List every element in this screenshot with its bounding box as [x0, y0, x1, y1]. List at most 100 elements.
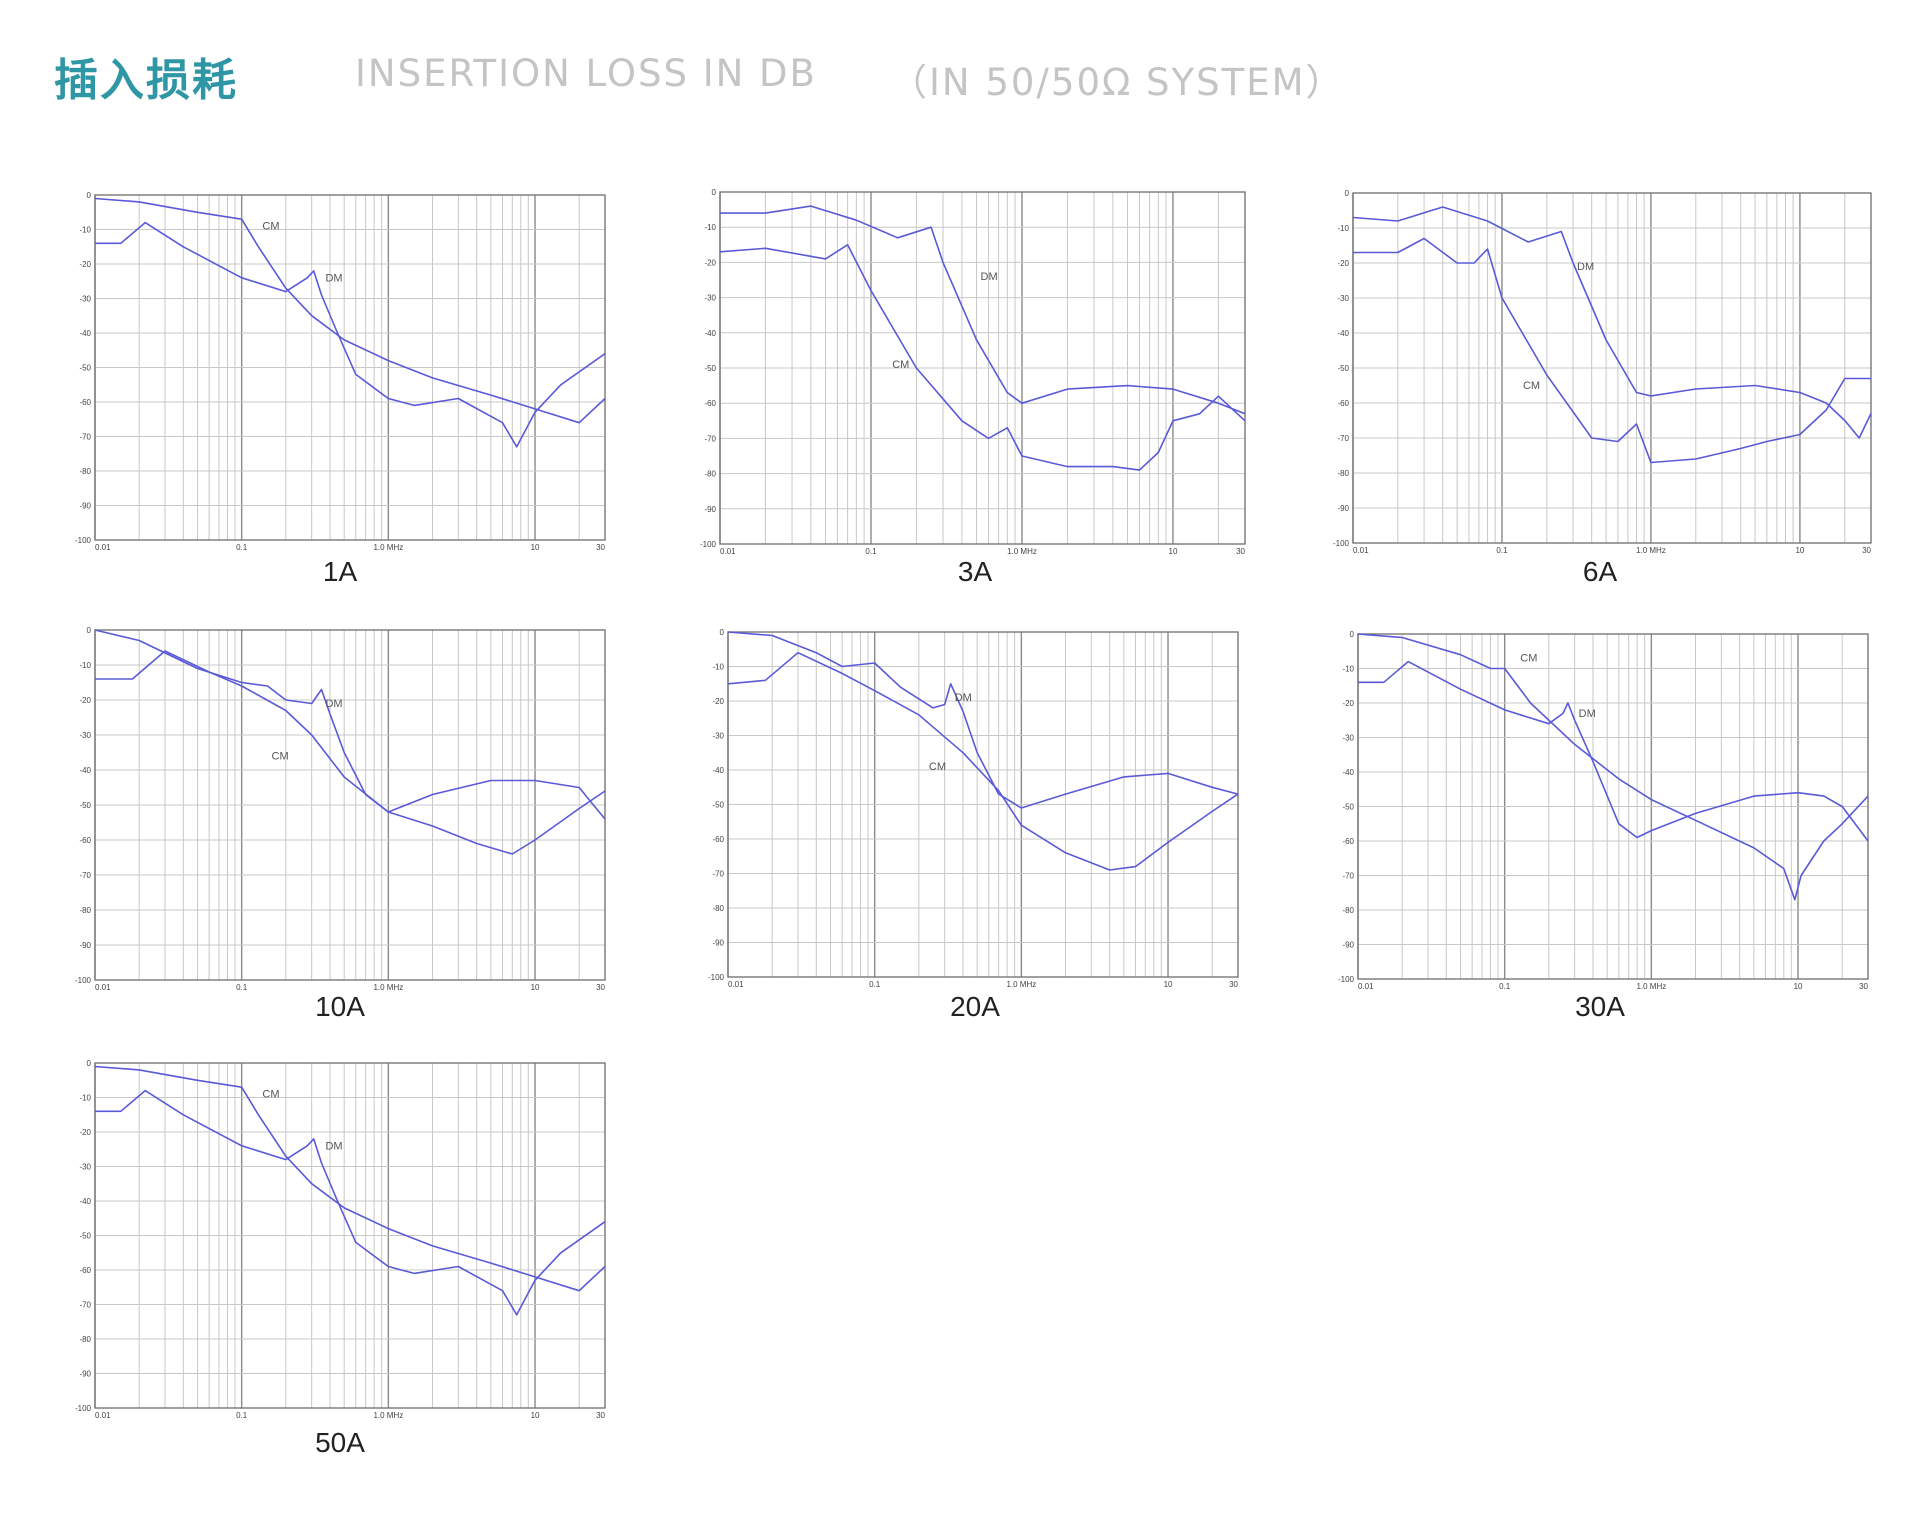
chart-caption: 10A	[315, 991, 365, 1022]
x-tick-label: 0.1	[1499, 982, 1511, 991]
y-tick-label: -80	[79, 906, 91, 915]
y-tick-label: -70	[1342, 872, 1354, 881]
series-label: DM	[325, 1140, 342, 1152]
x-tick-label: 0.1	[236, 543, 248, 552]
y-tick-label: 0	[87, 191, 92, 200]
series-label: CM	[272, 751, 289, 763]
y-tick-label: -20	[704, 258, 716, 267]
series-label: CM	[892, 359, 909, 371]
y-tick-label: 0	[87, 626, 92, 635]
y-tick-label: -40	[712, 766, 724, 775]
x-tick-label: 30	[596, 1411, 605, 1420]
x-tick-label: 30	[1862, 546, 1871, 555]
y-tick-label: -30	[712, 732, 724, 741]
series-label: DM	[325, 698, 342, 710]
y-tick-label: -100	[75, 536, 92, 545]
y-tick-label: -60	[712, 835, 724, 844]
y-tick-label: -100	[75, 976, 92, 985]
y-tick-label: -30	[1342, 734, 1354, 743]
y-tick-label: -10	[712, 663, 724, 672]
chart-grid-lines	[719, 191, 1246, 545]
page-header: 插入损耗 INSERTION LOSS IN DB （IN 50/50Ω SYS…	[0, 0, 1920, 120]
y-tick-label: -10	[79, 661, 91, 670]
y-tick-label: -50	[704, 364, 716, 373]
y-tick-label: -100	[1333, 539, 1350, 548]
series-line-cm	[94, 1065, 606, 1292]
y-tick-label: -50	[712, 801, 724, 810]
y-tick-label: 0	[1350, 630, 1355, 639]
y-tick-label: 0	[720, 628, 725, 637]
x-tick-label: 1.0 MHz	[373, 543, 403, 552]
series-line-dm	[727, 631, 1239, 809]
y-tick-label: -60	[79, 398, 91, 407]
y-tick-label: -100	[700, 540, 717, 549]
y-tick-label: -70	[704, 434, 716, 443]
y-tick-label: -80	[79, 1335, 91, 1344]
series-line-cm	[95, 650, 606, 855]
series-line-cm	[727, 651, 1239, 871]
series-label: CM	[929, 761, 946, 773]
y-tick-label: -50	[79, 1232, 91, 1241]
x-tick-label: 1.0 MHz	[1636, 982, 1666, 991]
chart-grid-lines	[727, 631, 1239, 978]
chart-caption: 3A	[957, 556, 993, 587]
x-tick-label: 0.01	[720, 547, 736, 556]
x-tick-label: 30	[1236, 547, 1245, 556]
y-tick-label: -90	[712, 939, 724, 948]
series-line-cm	[94, 197, 606, 424]
y-tick-label: -40	[79, 1197, 91, 1206]
series-label: DM	[1577, 261, 1594, 273]
series-line-dm	[95, 221, 606, 448]
series-label: CM	[1520, 653, 1537, 665]
series-label: CM	[262, 221, 279, 233]
y-tick-label: -50	[1342, 803, 1354, 812]
y-tick-label: -40	[704, 329, 716, 338]
chart-grid-lines	[1352, 192, 1872, 544]
page-title-en: INSERTION LOSS IN DB	[355, 52, 817, 95]
chart-caption: 50A	[315, 1427, 365, 1458]
x-tick-label: 10	[531, 1411, 540, 1420]
series-line-dm	[95, 1089, 606, 1316]
y-tick-label: -80	[704, 470, 716, 479]
y-tick-label: -50	[79, 364, 91, 373]
y-tick-label: -40	[79, 766, 91, 775]
y-tick-label: -80	[1337, 469, 1349, 478]
y-tick-label: -70	[79, 871, 91, 880]
x-tick-label: 30	[1859, 982, 1868, 991]
series-label: DM	[325, 272, 342, 284]
chart-caption: 20A	[950, 991, 1000, 1022]
x-tick-label: 30	[1229, 980, 1238, 989]
plot-frame	[94, 629, 606, 981]
chart-grid-lines	[94, 1062, 606, 1409]
y-tick-label: -70	[79, 1301, 91, 1310]
x-tick-label: 0.1	[236, 983, 248, 992]
y-tick-label: 0	[712, 188, 717, 197]
y-tick-label: -60	[79, 1266, 91, 1275]
page-title-cn: 插入损耗	[54, 55, 238, 106]
y-tick-label: -10	[79, 1094, 91, 1103]
x-tick-label: 1.0 MHz	[1006, 980, 1036, 989]
series-label: DM	[981, 271, 998, 283]
y-tick-label: -90	[704, 505, 716, 514]
x-tick-label: 0.01	[1358, 982, 1374, 991]
series-line-cm	[1353, 237, 1871, 464]
series-label: DM	[1579, 708, 1596, 720]
y-tick-label: -30	[1337, 294, 1349, 303]
x-tick-label: 0.1	[869, 980, 881, 989]
x-tick-label: 0.01	[95, 543, 111, 552]
y-tick-label: -60	[1337, 399, 1349, 408]
y-tick-label: -50	[79, 801, 91, 810]
x-tick-label: 0.01	[1353, 546, 1369, 555]
y-tick-label: -80	[712, 904, 724, 913]
series-label: CM	[1523, 380, 1540, 392]
plot-frame	[94, 194, 606, 541]
x-tick-label: 1.0 MHz	[1636, 546, 1666, 555]
y-tick-label: -70	[79, 433, 91, 442]
series-line-dm	[1358, 660, 1869, 842]
y-tick-label: -30	[79, 731, 91, 740]
series-line-dm	[1352, 206, 1872, 439]
